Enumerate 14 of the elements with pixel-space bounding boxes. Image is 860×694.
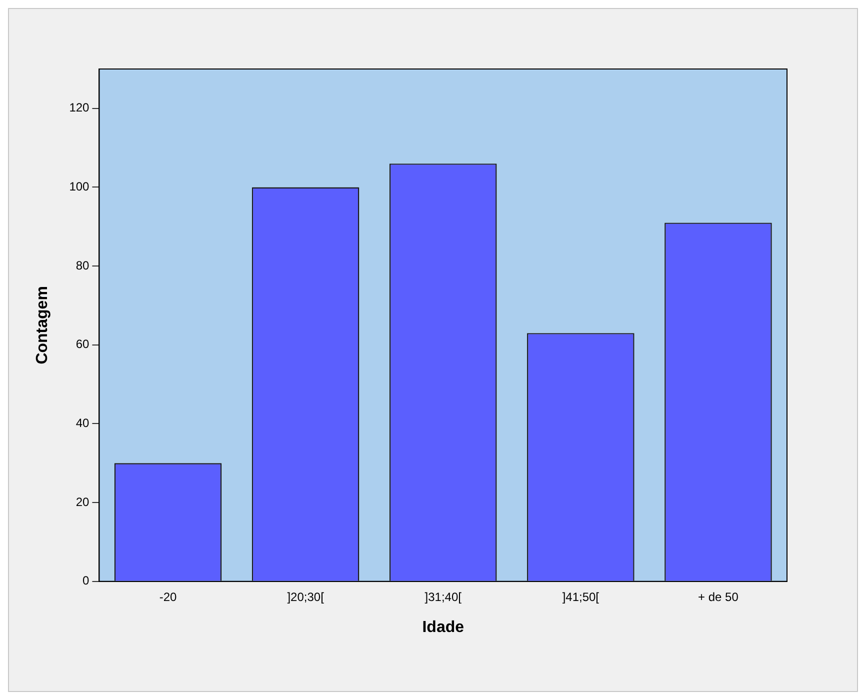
y-tick-label: 80	[76, 258, 90, 272]
y-tick-label: 40	[76, 416, 90, 430]
y-tick-label: 20	[76, 494, 90, 509]
x-tick-label: + de 50	[698, 590, 739, 604]
y-tick-label: 60	[76, 337, 90, 352]
y-tick-label: 120	[69, 100, 90, 115]
x-tick-label: ]41;50[	[562, 590, 600, 604]
y-axis-title: Contagem	[34, 286, 52, 364]
y-tick-label: 100	[69, 180, 90, 194]
x-tick-label: -20	[159, 590, 177, 604]
y-tick-label: 0	[82, 574, 90, 588]
x-axis-title: Idade	[422, 618, 464, 636]
x-tick-label: ]31;40[	[424, 590, 462, 604]
x-tick-label: ]20;30[	[287, 590, 325, 604]
